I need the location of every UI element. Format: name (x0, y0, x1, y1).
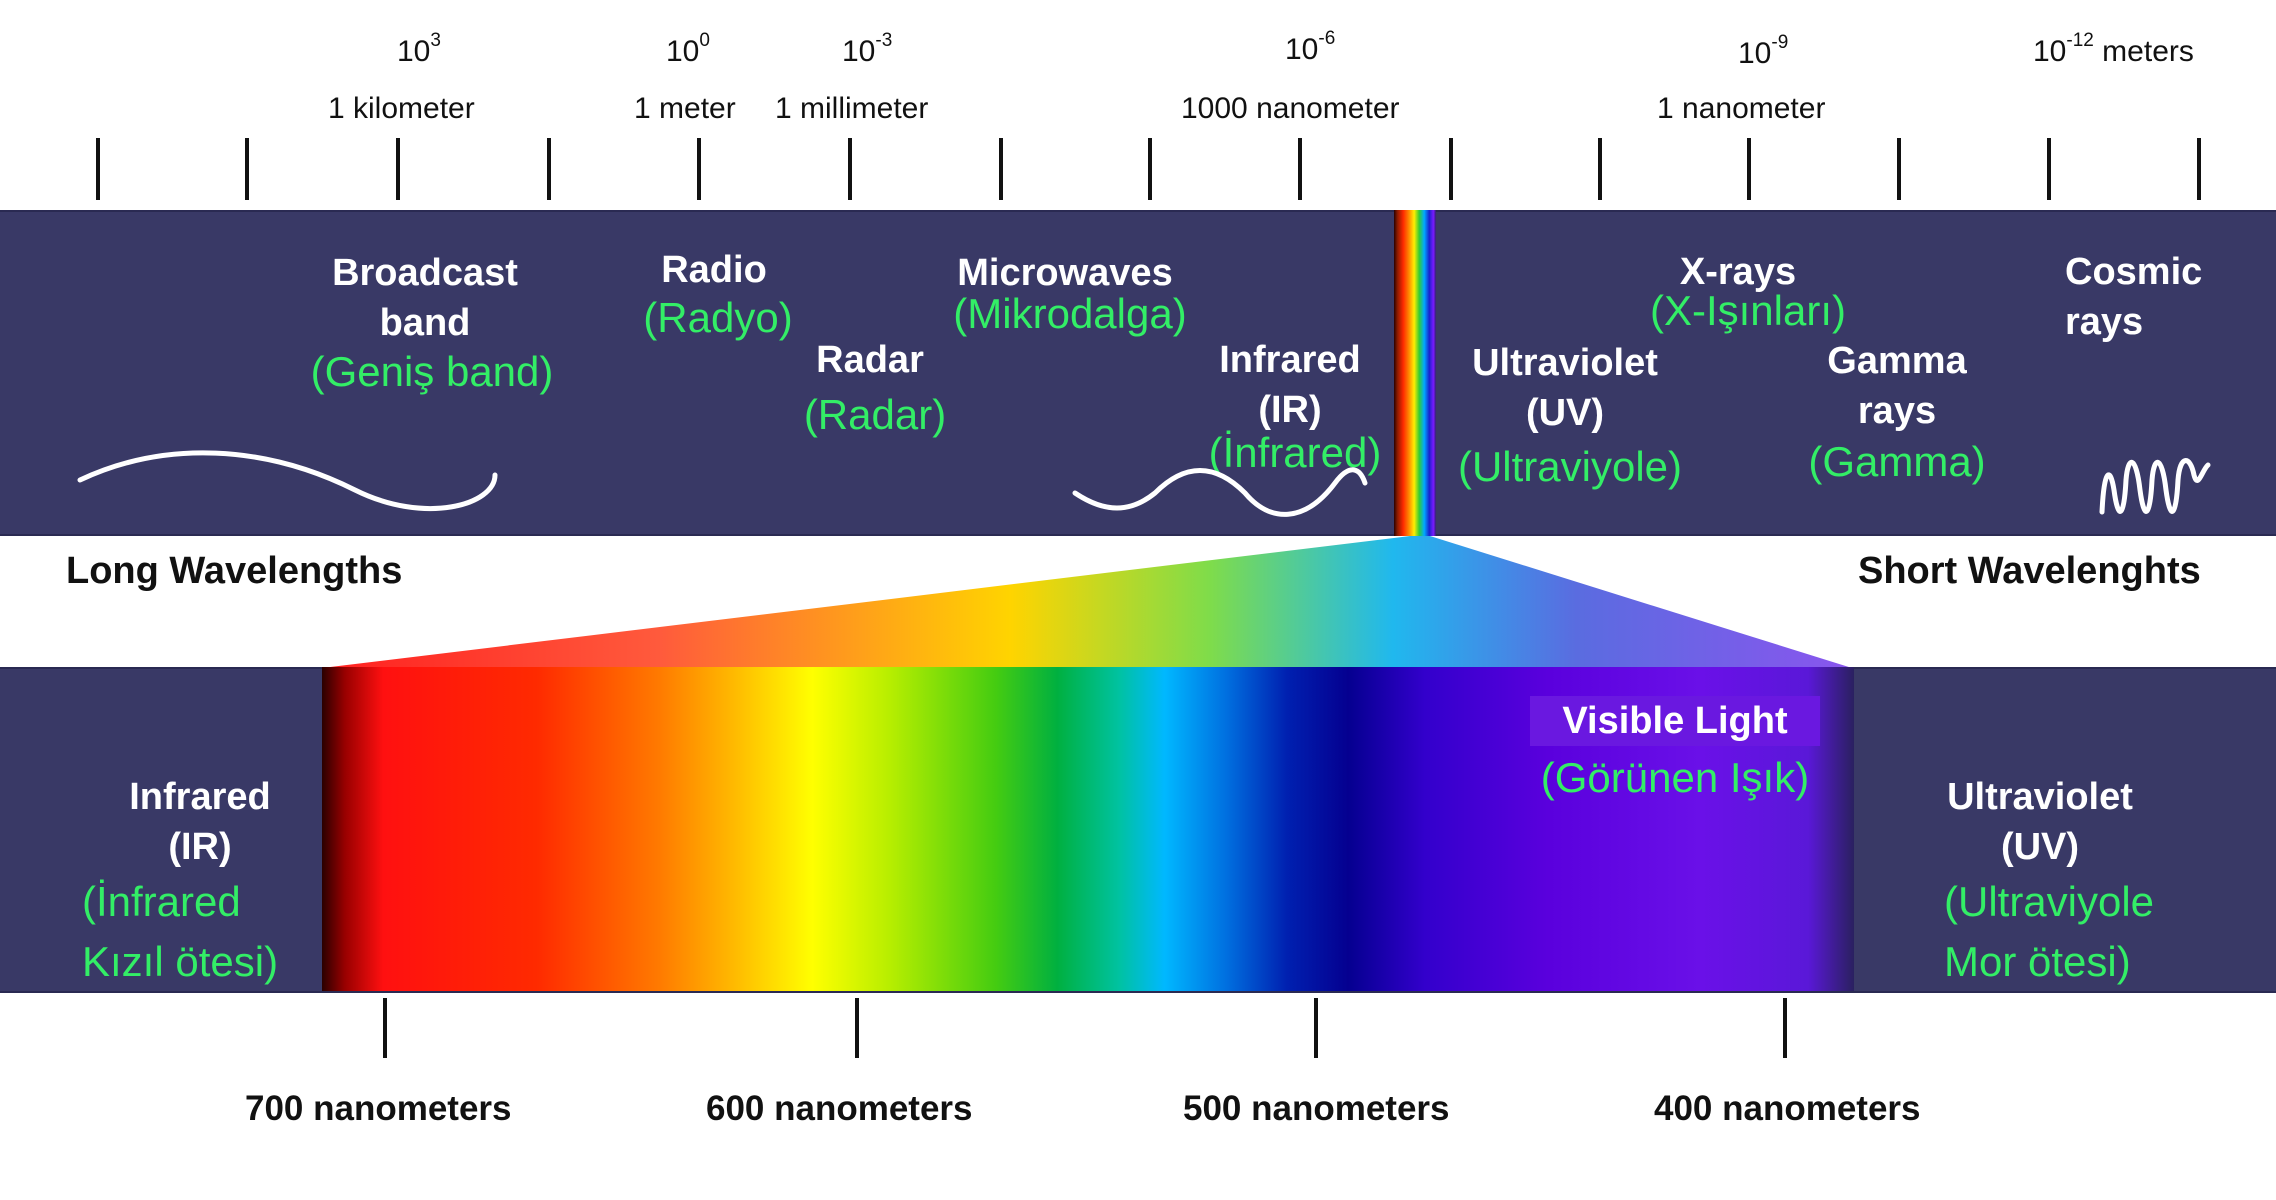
ultraviolet-turkish: (Ultraviyole) (1457, 443, 1683, 490)
scale-tick (1298, 138, 1302, 200)
scale-tick (697, 138, 701, 200)
scale-tick (1148, 138, 1152, 200)
nm-label-500: 500 nanometers (1183, 1089, 1450, 1128)
scale-label-millimeter: 1 millimeter (775, 92, 929, 125)
ultraviolet-label: Ultraviolet (UV) (1472, 342, 1658, 434)
scale-exponent-3: 103 (397, 30, 441, 68)
scale-label-kilometer: 1 kilometer (328, 92, 475, 125)
visible-ultraviolet-turkish: (Ultraviyole Mor ötesi) (1944, 878, 2155, 985)
radar-label: Radar (816, 339, 924, 381)
radio-turkish: (Radyo) (643, 294, 793, 341)
scale-exponent-minus-6: 10-6 (1285, 28, 1336, 66)
nm-tick (1783, 998, 1787, 1058)
scale-tick (1598, 138, 1602, 200)
visible-ultraviolet-label: Ultraviolet (UV) (1947, 776, 2133, 868)
broadcast-band-label: Broadcast band (332, 252, 518, 344)
radio-label: Radio (661, 249, 767, 291)
spectrum-band (0, 210, 2276, 536)
nm-tick (383, 998, 387, 1058)
radar-turkish: (Radar) (803, 391, 947, 438)
scale-tick (547, 138, 551, 200)
nm-label-400: 400 nanometers (1654, 1089, 1921, 1128)
xrays-turkish: (X-Işınları) (1649, 287, 1846, 334)
scale-label-1000-nanometer: 1000 nanometer (1181, 92, 1400, 125)
broadcast-band-turkish: (Geniş band) (310, 348, 554, 395)
xrays-label: X-rays (1679, 251, 1797, 293)
scale-exponent-minus-12: 10-12 meters (2033, 30, 2194, 68)
nm-label-600: 600 nanometers (706, 1089, 973, 1128)
medium-wave-icon (1072, 467, 1368, 517)
scale-exponent-minus-9: 10-9 (1738, 32, 1789, 70)
cosmic-rays-label: Cosmic rays (2065, 251, 2203, 343)
visible-spectrum-slit (1394, 210, 1436, 536)
long-wavelengths-label: Long Wavelengths (66, 550, 403, 592)
visible-light-label: Visible Light (1530, 696, 1820, 746)
short-wave-icon (2099, 458, 2211, 515)
scale-tick (1747, 138, 1751, 200)
infrared-label: Infrared (IR) (1219, 339, 1361, 431)
visible-infrared-turkish: (İnfrared Kızıl ötesi) (82, 878, 279, 985)
short-wavelengths-label: Short Wavelenghts (1858, 550, 2201, 592)
scale-tick (999, 138, 1003, 200)
long-wave-icon (77, 450, 498, 512)
gamma-rays-label: Gamma rays (1827, 340, 1967, 432)
scale-exponent-minus-3: 10-3 (842, 30, 893, 68)
nm-label-700: 700 nanometers (245, 1089, 512, 1128)
scale-tick (2047, 138, 2051, 200)
scale-tick (1449, 138, 1453, 200)
scale-exponent-0: 100 (666, 30, 710, 68)
scale-tick (396, 138, 400, 200)
visible-light-turkish: (Görünen Işık) (1540, 754, 1810, 801)
scale-tick (2197, 138, 2201, 200)
nm-tick (1314, 998, 1318, 1058)
scale-tick (848, 138, 852, 200)
visible-infrared-label: Infrared (IR) (129, 776, 271, 868)
scale-tick (1897, 138, 1901, 200)
gamma-turkish: (Gamma) (1808, 438, 1986, 485)
nm-tick (855, 998, 859, 1058)
dispersion-fan-shape (322, 536, 1852, 668)
scale-tick (96, 138, 100, 200)
microwaves-turkish: (Mikrodalga) (953, 290, 1187, 337)
microwaves-label: Microwaves (957, 252, 1173, 294)
scale-tick (245, 138, 249, 200)
scale-label-nanometer: 1 nanometer (1657, 92, 1826, 125)
scale-label-meter: 1 meter (634, 92, 736, 125)
